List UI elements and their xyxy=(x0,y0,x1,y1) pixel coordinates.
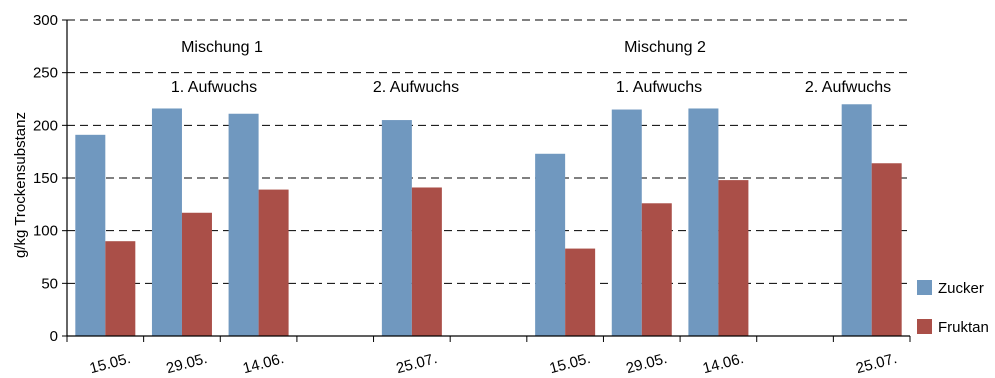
bar-zucker xyxy=(151,108,182,336)
legend-label-zucker: Zucker xyxy=(938,280,984,297)
x-tick-label: 14.06. xyxy=(241,350,286,377)
annotation-a1: 1. Aufwuchs xyxy=(171,79,257,96)
y-tick-label: 0 xyxy=(50,328,58,345)
y-tick-label: 100 xyxy=(33,223,58,240)
bar-zucker xyxy=(535,153,566,336)
y-axis-label: g/kg Trockensubstanz xyxy=(12,112,29,258)
x-tick-label: 14.06. xyxy=(701,350,746,377)
bar-zucker xyxy=(381,120,412,336)
legend: Zucker Fruktan xyxy=(917,280,989,336)
bar-fruktan xyxy=(871,163,902,336)
bar-zucker xyxy=(228,113,259,336)
bar-zucker xyxy=(611,109,642,337)
y-tick-label: 200 xyxy=(33,117,58,134)
axes xyxy=(66,20,911,342)
y-tick-label: 150 xyxy=(33,170,58,187)
annotation-mix1: Mischung 1 xyxy=(181,39,263,56)
annotation-a2: 2. Aufwuchs xyxy=(373,79,459,96)
bar-fruktan xyxy=(105,241,136,336)
x-tick-label: 25.07. xyxy=(854,350,899,377)
x-tick-label: 29.05. xyxy=(624,350,669,377)
bar-fruktan xyxy=(718,180,749,336)
legend-swatch-zucker xyxy=(917,280,932,295)
bar-fruktan xyxy=(641,203,672,336)
y-tick-label: 50 xyxy=(41,275,58,292)
annotation-a3: 1. Aufwuchs xyxy=(616,79,702,96)
bar-fruktan xyxy=(411,187,442,336)
legend-swatch-fruktan xyxy=(917,319,932,334)
x-tick-labels: 15.05. 29.05. 14.06. 25.07. 15.05. 29.05. 14.0… xyxy=(88,350,899,377)
bars xyxy=(75,104,902,337)
y-tick-label: 300 xyxy=(33,12,58,29)
bar-zucker xyxy=(841,104,872,337)
x-tick-label: 15.05. xyxy=(88,350,133,377)
bar-zucker xyxy=(75,134,106,336)
legend-label-fruktan: Fruktan xyxy=(938,319,989,336)
bar-zucker xyxy=(688,108,719,336)
bar-fruktan xyxy=(258,189,289,336)
y-tick-labels: 0 50 100 150 200 250 300 xyxy=(33,12,58,345)
bar-fruktan xyxy=(565,248,596,336)
x-tick-label: 15.05. xyxy=(548,350,593,377)
bar-fruktan xyxy=(181,212,212,336)
annotations: Mischung 1 Mischung 2 1. Aufwuchs 2. Aufwuc… xyxy=(171,39,891,96)
annotation-mix2: Mischung 2 xyxy=(624,39,706,56)
annotation-a4: 2. Aufwuchs xyxy=(805,79,891,96)
gridlines xyxy=(62,19,910,337)
x-tick-label: 25.07. xyxy=(394,350,439,377)
x-tick-label: 29.05. xyxy=(164,350,209,377)
y-tick-label: 250 xyxy=(33,65,58,82)
